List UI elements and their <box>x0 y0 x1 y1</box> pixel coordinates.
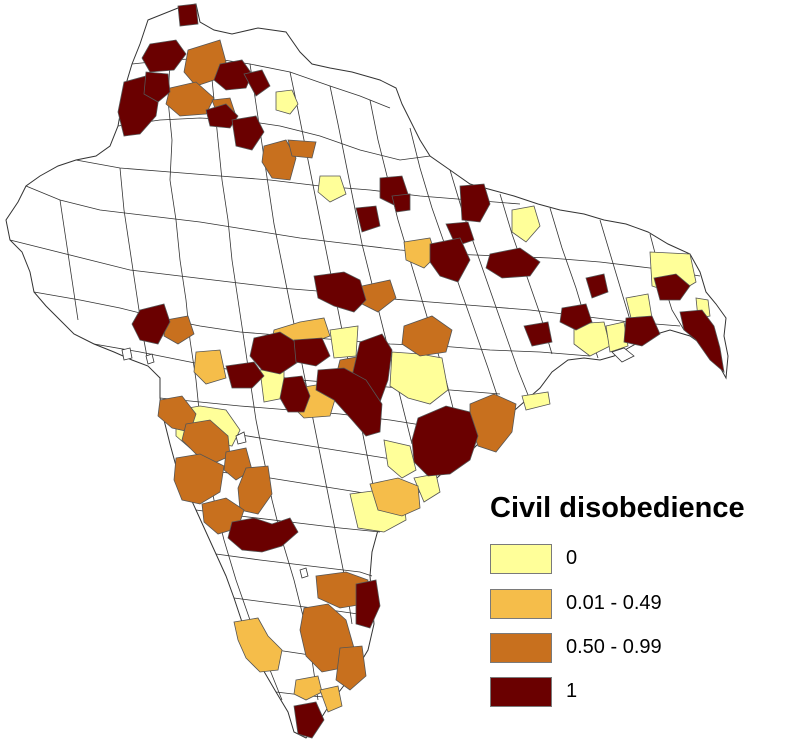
legend-item-one: 1 <box>490 677 770 711</box>
districts-value-1 <box>117 3 725 739</box>
legend-swatch-low <box>490 589 552 619</box>
legend-title: Civil disobedience <box>490 492 745 524</box>
legend-item-mid: 0.50 - 0.99 <box>490 633 770 667</box>
legend-label-zero: 0 <box>566 547 578 569</box>
legend-label-mid: 0.50 - 0.99 <box>566 636 662 658</box>
legend-swatch-mid <box>490 633 552 663</box>
districts-value-mid <box>157 39 517 691</box>
legend-item-zero: 0 <box>490 544 770 578</box>
legend-swatch-one <box>490 677 552 707</box>
legend-label-low: 0.01 - 0.49 <box>566 592 662 614</box>
legend-swatch-zero <box>490 544 552 574</box>
district-boundaries <box>9 57 701 701</box>
coastal-islands <box>121 347 635 579</box>
legend-item-low: 0.01 - 0.49 <box>490 589 770 623</box>
legend: Civil disobedience 0 0.01 - 0.49 0.50 - … <box>488 492 788 722</box>
legend-label-one: 1 <box>566 680 578 702</box>
